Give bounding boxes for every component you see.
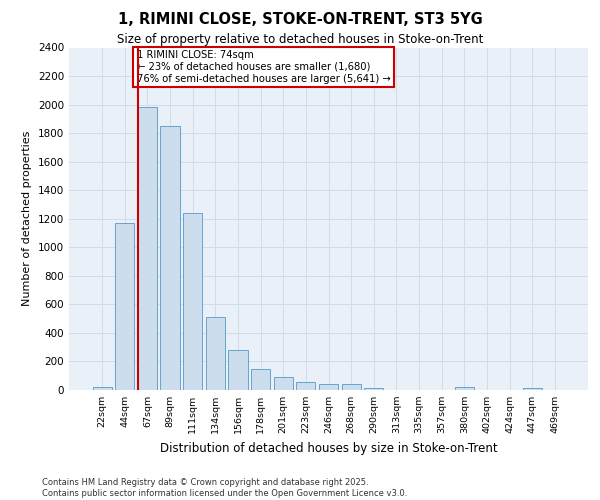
- Bar: [523, 388, 542, 390]
- Bar: [455, 387, 474, 390]
- Text: 1, RIMINI CLOSE, STOKE-ON-TRENT, ST3 5YG: 1, RIMINI CLOSE, STOKE-ON-TRENT, ST3 5YG: [118, 12, 482, 28]
- Bar: [206, 317, 225, 390]
- Bar: [274, 377, 293, 390]
- Text: Contains HM Land Registry data © Crown copyright and database right 2025.
Contai: Contains HM Land Registry data © Crown c…: [42, 478, 407, 498]
- Bar: [296, 382, 316, 390]
- Bar: [251, 368, 270, 390]
- Text: 1 RIMINI CLOSE: 74sqm
← 23% of detached houses are smaller (1,680)
76% of semi-d: 1 RIMINI CLOSE: 74sqm ← 23% of detached …: [137, 50, 391, 84]
- Bar: [138, 108, 157, 390]
- Bar: [92, 387, 112, 390]
- Bar: [364, 388, 383, 390]
- Bar: [341, 384, 361, 390]
- Y-axis label: Number of detached properties: Number of detached properties: [22, 131, 32, 306]
- Bar: [160, 126, 180, 390]
- X-axis label: Distribution of detached houses by size in Stoke-on-Trent: Distribution of detached houses by size …: [160, 442, 497, 454]
- Text: Size of property relative to detached houses in Stoke-on-Trent: Size of property relative to detached ho…: [117, 32, 483, 46]
- Bar: [229, 350, 248, 390]
- Bar: [319, 384, 338, 390]
- Bar: [115, 223, 134, 390]
- Bar: [183, 213, 202, 390]
